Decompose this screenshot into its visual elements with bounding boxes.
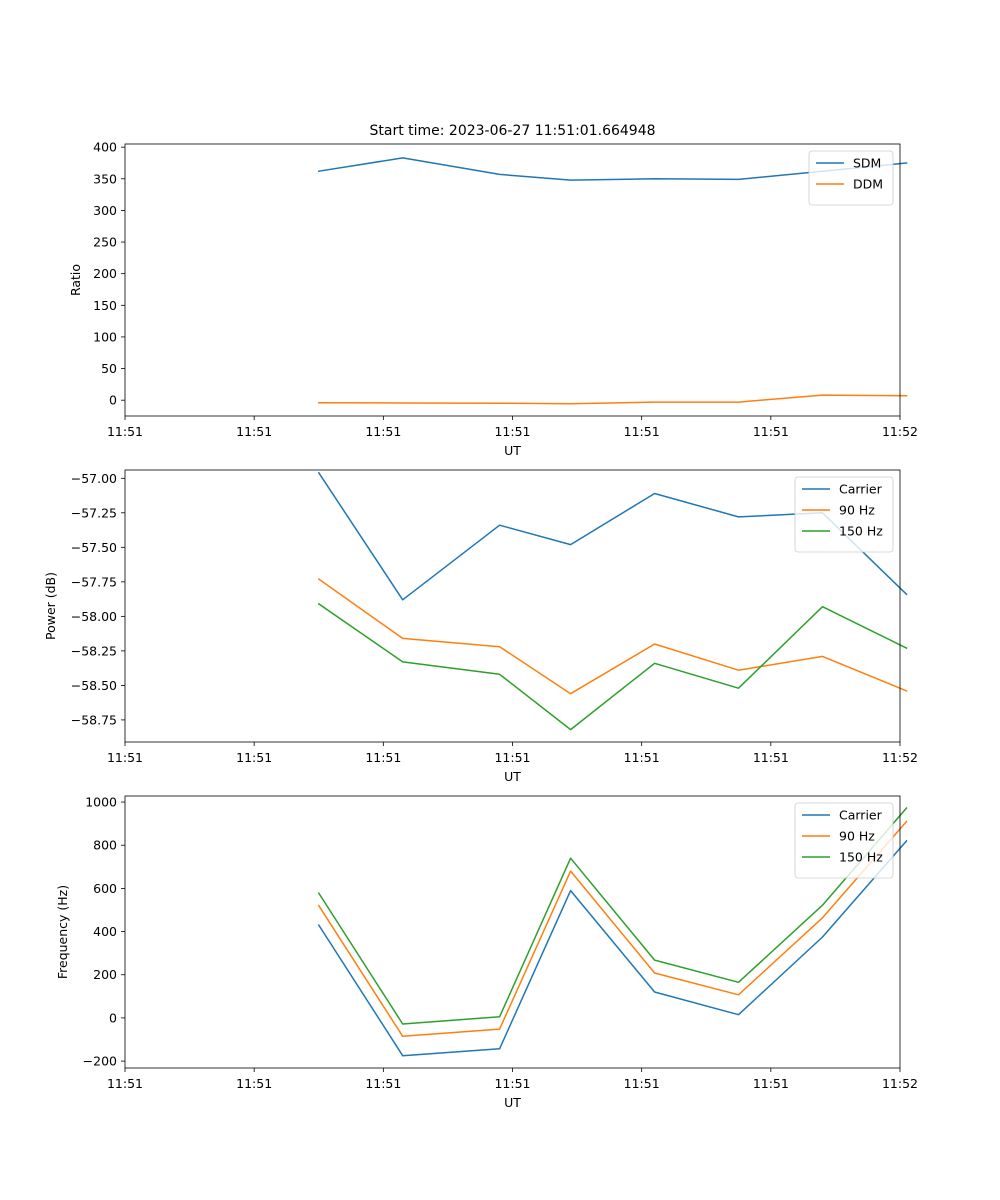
y-tick-label: 0 bbox=[109, 393, 117, 408]
series-line-90-hz bbox=[317, 578, 908, 695]
y-tick-label: −57.50 bbox=[71, 540, 117, 555]
series-line-150-hz bbox=[317, 807, 908, 1025]
x-axis-label: UT bbox=[504, 769, 521, 784]
subplot-2: 11:51 11:51 11:51 11:51 11:51 11:51 11:52 −57.0… bbox=[43, 469, 918, 784]
y-tick-label: −57.75 bbox=[71, 574, 117, 589]
x-tick-label: 11:52 bbox=[882, 1076, 918, 1091]
series-line-sdm bbox=[317, 157, 908, 181]
x-tick-label: 11:51 bbox=[494, 424, 530, 439]
x-axis-label: UT bbox=[504, 443, 521, 458]
x-tick-label: 11:52 bbox=[882, 424, 918, 439]
x-tick-label: 11:51 bbox=[236, 750, 272, 765]
x-tick-label: 11:51 bbox=[107, 1076, 143, 1091]
y-tick-label: 800 bbox=[93, 838, 117, 853]
y-tick-label: 350 bbox=[93, 171, 117, 186]
x-tick-label: 11:51 bbox=[107, 424, 143, 439]
x-tick-label: 11:51 bbox=[624, 1076, 660, 1091]
legend: SDM DDM bbox=[808, 150, 894, 206]
x-tick-label: 11:51 bbox=[624, 750, 660, 765]
x-tick-label: 11:51 bbox=[365, 424, 401, 439]
legend-label: SDM bbox=[853, 156, 881, 171]
legend-label: Carrier bbox=[839, 808, 883, 823]
y-tick-label: −58.25 bbox=[71, 643, 117, 658]
series-line-90-hz bbox=[317, 820, 908, 1038]
y-tick-label: −58.75 bbox=[71, 712, 117, 727]
y-tick-label: 600 bbox=[93, 881, 117, 896]
x-tick-label: 11:51 bbox=[494, 1076, 530, 1091]
y-tick-label: 200 bbox=[93, 266, 117, 281]
series-line-carrier bbox=[317, 839, 908, 1057]
legend-label: 150 Hz bbox=[839, 524, 883, 539]
y-tick-label: 300 bbox=[93, 203, 117, 218]
legend-label: DDM bbox=[853, 177, 883, 192]
x-tick-label: 11:51 bbox=[236, 424, 272, 439]
x-tick-label: 11:51 bbox=[753, 424, 789, 439]
y-tick-label: 250 bbox=[93, 235, 117, 250]
series-line-ddm bbox=[318, 394, 908, 405]
y-tick-label: 200 bbox=[93, 967, 117, 982]
y-tick-label: 400 bbox=[93, 140, 117, 155]
y-tick-label: −200 bbox=[83, 1054, 117, 1069]
x-tick-label: 11:51 bbox=[494, 750, 530, 765]
legend: Carrier 90 Hz 150 Hz bbox=[794, 802, 894, 879]
x-tick-label: 11:51 bbox=[107, 750, 143, 765]
legend-label: 90 Hz bbox=[839, 829, 875, 844]
legend: Carrier 90 Hz 150 Hz bbox=[794, 476, 894, 553]
y-tick-label: 1000 bbox=[85, 795, 117, 810]
x-tick-label: 11:51 bbox=[365, 1076, 401, 1091]
legend-box bbox=[808, 150, 894, 206]
x-tick-label: 11:51 bbox=[236, 1076, 272, 1091]
y-tick-label: −58.00 bbox=[71, 609, 117, 624]
x-tick-label: 11:52 bbox=[882, 750, 918, 765]
subplot-3: 11:51 11:51 11:51 11:51 11:51 11:51 11:52 −200 0… bbox=[55, 795, 918, 1110]
subplot-1: 11:51 11:51 11:51 11:51 11:51 11:51 11:52 0 50 10… bbox=[68, 123, 918, 458]
legend-box bbox=[794, 802, 894, 879]
y-tick-label: −57.00 bbox=[71, 471, 117, 486]
y-tick-label: 150 bbox=[93, 298, 117, 313]
y-axis-label: Power (dB) bbox=[43, 572, 58, 640]
x-tick-label: 11:51 bbox=[753, 750, 789, 765]
x-tick-label: 11:51 bbox=[624, 424, 660, 439]
chart-title: Start time: 2023-06-27 11:51:01.664948 bbox=[369, 123, 655, 139]
y-tick-label: −58.50 bbox=[71, 678, 117, 693]
y-tick-label: −57.25 bbox=[71, 505, 117, 520]
x-tick-label: 11:51 bbox=[365, 750, 401, 765]
y-tick-label: 400 bbox=[93, 924, 117, 939]
x-tick-label: 11:51 bbox=[753, 1076, 789, 1091]
series-line-150-hz bbox=[317, 602, 908, 731]
legend-label: 150 Hz bbox=[839, 850, 883, 865]
y-axis-label: Frequency (Hz) bbox=[55, 885, 70, 979]
legend-label: 90 Hz bbox=[839, 503, 875, 518]
y-tick-label: 50 bbox=[101, 361, 117, 376]
legend-box bbox=[794, 476, 894, 553]
y-axis-label: Ratio bbox=[68, 264, 83, 296]
legend-label: Carrier bbox=[839, 482, 883, 497]
y-tick-label: 100 bbox=[93, 329, 117, 344]
x-axis-label: UT bbox=[504, 1095, 521, 1110]
y-tick-label: 0 bbox=[109, 1010, 117, 1025]
